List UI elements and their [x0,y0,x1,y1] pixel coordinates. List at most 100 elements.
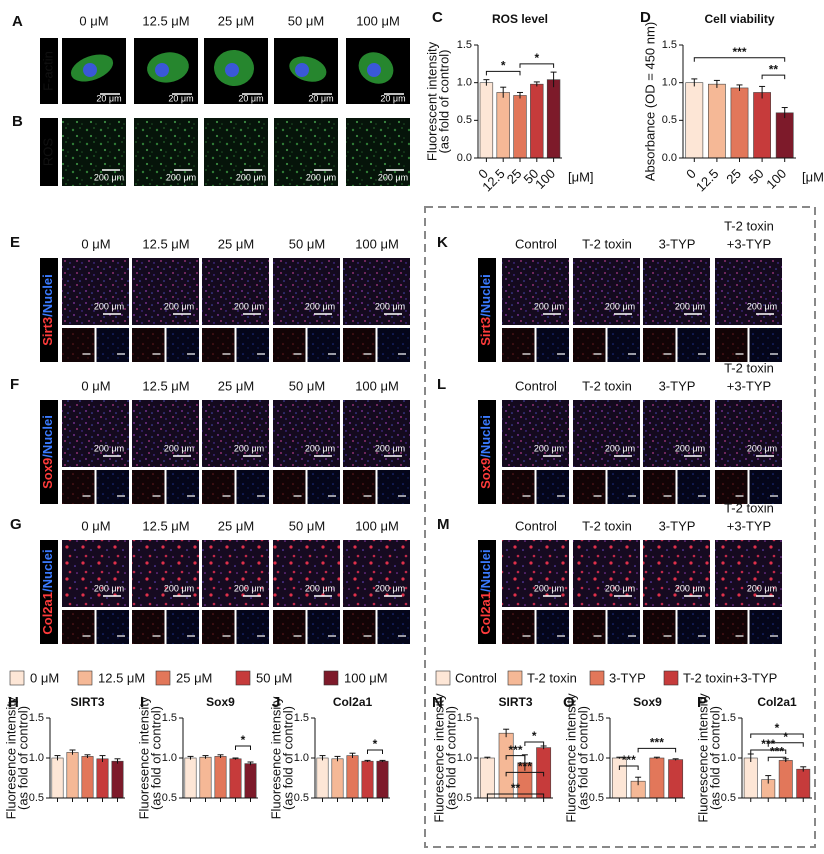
scale-label: 200 μm [675,443,705,453]
bar [51,757,64,799]
row-label-box [478,400,496,504]
scale-label: 20 μm [380,93,405,103]
sig-label: * [534,51,539,65]
scale-label: 200 μm [375,583,405,593]
micrograph [202,540,269,607]
group-box [424,206,816,848]
micrograph [204,118,268,186]
micrograph [132,540,199,607]
bar [96,758,109,799]
bar [479,757,495,799]
micrograph-inset [377,328,410,362]
micrograph [715,540,782,607]
y-tick-label: 0.5 [662,114,677,126]
micrograph-inset [96,328,129,362]
micrograph-inset [643,470,676,504]
y-axis-label: Fluoresence intensity [268,696,283,819]
scale-label: 200 μm [236,172,266,182]
scale-label: 200 μm [675,301,705,311]
micrograph [274,118,338,186]
micrograph [273,258,340,325]
cell-nucleus [295,63,309,77]
panel-letter: D [640,9,651,26]
micrograph [573,258,640,325]
micrograph [502,400,569,467]
row-label-box [478,258,496,362]
sig-label: * [501,59,506,73]
micrograph [132,400,199,467]
bar [214,756,227,799]
sig-label: * [241,733,246,747]
micrograph-inset [343,610,376,644]
column-header: Control [515,518,557,533]
y-tick-label: 1.0 [29,752,44,764]
legend-label: 0 μM [30,670,59,685]
bar [229,758,242,799]
micrograph-inset [607,328,640,362]
column-header: T-2 toxin [724,218,774,233]
column-header: T-2 toxin [724,360,774,375]
y-tick-label: 1.0 [294,752,309,764]
bar [668,759,684,799]
column-header: 0 μM [79,13,108,28]
column-header: T-2 toxin [724,500,774,515]
column-header: 100 μM [355,518,399,533]
bar [743,757,758,799]
panel-letter: N [432,694,443,711]
sig-label: * [532,729,537,743]
column-header: 0 μM [81,378,110,393]
sig-bracket [637,747,677,753]
column-header: T-2 toxin [582,378,632,393]
micrograph-inset [715,470,748,504]
legend-label: T-2 toxin [527,670,577,685]
bar [346,755,359,799]
scale-label: 20 μm [308,93,333,103]
column-header: 50 μM [289,378,325,393]
nuclei-name: /Nuclei [478,415,493,458]
bar [753,92,771,159]
sig-bracket [761,74,786,80]
sig-label: * [775,721,780,735]
scale-label: 200 μm [306,172,336,182]
row-label: Col2a1/Nuclei [478,549,493,634]
column-header: T-2 toxin [582,236,632,251]
sig-label: ** [769,62,779,76]
sig-bracket [750,733,804,738]
bar [775,112,794,159]
column-header: 3-TYP [659,236,696,251]
y-tick-label: 0.5 [162,792,177,804]
micrograph-inset [166,328,199,362]
scale-label: 20 μm [238,93,263,103]
y-tick-label: 0.0 [457,152,472,164]
y-tick-label: 1.0 [589,752,604,764]
scale-label: 200 μm [305,583,335,593]
y-tick-label: 1.5 [162,712,177,724]
micrograph-inset [132,610,165,644]
micrograph [62,540,129,607]
chart-title: SIRT3 [70,695,104,709]
scale-label: 200 μm [747,301,777,311]
column-header: Control [515,236,557,251]
legend-label: 50 μM [256,670,292,685]
micrograph-inset [132,328,165,362]
bar [331,758,344,799]
row-label-box [40,118,58,186]
legend-swatch [77,670,93,686]
micrograph-inset [202,328,235,362]
y-axis-label: (as fold of control) [707,706,722,810]
row-label: F-actin [40,51,55,91]
micrograph-inset [236,610,269,644]
bar [66,752,79,799]
micrograph [202,258,269,325]
micrograph [643,258,710,325]
y-tick-label: 1.0 [457,77,472,89]
bar [184,757,197,799]
scale-label: 200 μm [164,443,194,453]
scale-label: 200 μm [94,583,124,593]
sig-bracket [485,70,521,76]
y-axis-label: Absorbance (OD = 450 nm) [642,22,657,181]
row-label: Sirt3/Nuclei [40,274,55,346]
y-tick-label: 1.5 [457,39,472,51]
scale-label: 200 μm [378,172,408,182]
y-tick-label: 0.5 [457,792,472,804]
